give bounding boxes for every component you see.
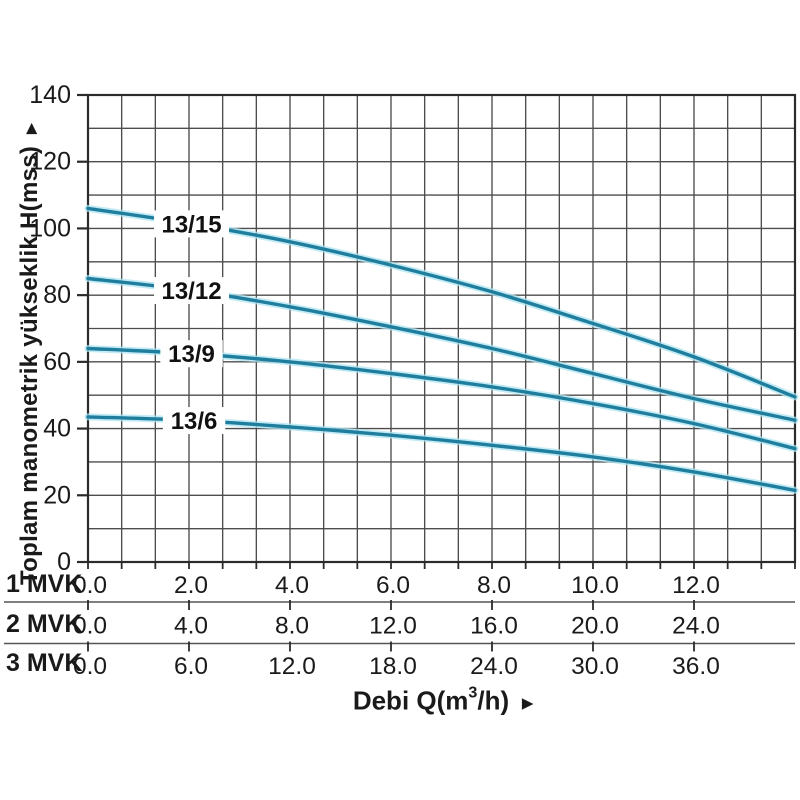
x-tick-label: 24.0 xyxy=(672,613,720,640)
x-tick-label: 20.0 xyxy=(571,613,619,640)
curve-label-box-13-15 xyxy=(154,210,230,238)
x-axis-title-post: /h) xyxy=(477,685,510,716)
x-tick-label: 6.0 xyxy=(376,572,410,599)
x-tick-label: 10.0 xyxy=(571,572,619,599)
y-axis-title: Toplam manometrik yükseklik H(mss) ► xyxy=(16,119,44,585)
curve-label-13-9: 13/9 xyxy=(168,341,215,368)
x-tick-label: 12.0 xyxy=(672,572,720,599)
axis-arrow-icon: ► xyxy=(20,118,41,138)
x-tick-label: 4.0 xyxy=(174,613,208,640)
x-tick-label: 12.0 xyxy=(268,653,316,680)
y-tick-label: 140 xyxy=(29,81,71,109)
x-tick-label: 8.0 xyxy=(275,613,309,640)
x-tick-label: 12.0 xyxy=(369,613,417,640)
x-axis-title-sup: 3 xyxy=(468,683,478,702)
curve-label-box-13-12 xyxy=(154,277,230,305)
curve-label-box-13-9 xyxy=(160,340,223,368)
x-tick-label: 16.0 xyxy=(470,613,518,640)
curve-label-13-6: 13/6 xyxy=(171,408,218,435)
x-tick-label: 0.0 xyxy=(73,613,107,640)
x-scale-label-2mvk: 2 MVK xyxy=(6,610,83,638)
y-tick-label: 80 xyxy=(43,281,71,309)
x-tick-label: 18.0 xyxy=(369,653,417,680)
x-tick-label: 8.0 xyxy=(477,572,511,599)
y-tick-label: 100 xyxy=(29,214,71,242)
x-tick-label: 24.0 xyxy=(470,653,518,680)
x-tick-label: 30.0 xyxy=(571,653,619,680)
y-tick-label: 20 xyxy=(43,481,71,509)
x-tick-label: 36.0 xyxy=(672,653,720,680)
y-tick-label: 60 xyxy=(43,348,71,376)
x-tick-label: 6.0 xyxy=(174,653,208,680)
x-scale-label-3mvk: 3 MVK xyxy=(6,649,83,677)
plot-border xyxy=(86,93,797,564)
x-axis-title-pre: Debi Q(m xyxy=(352,685,469,716)
x-tick-label: 2.0 xyxy=(174,572,208,599)
curve-label-13-12: 13/12 xyxy=(161,278,221,305)
x-tick-label: 0.0 xyxy=(73,653,107,680)
x-scale-label-1mvk: 1 MVK xyxy=(6,570,83,598)
curve-label-13-15: 13/15 xyxy=(161,211,221,238)
y-tick-label: 120 xyxy=(29,148,71,176)
y-tick-label: 40 xyxy=(43,415,71,443)
x-tick-label: 4.0 xyxy=(275,572,309,599)
y-axis-title-text: Toplam manometrik yükseklik H(mss) xyxy=(16,145,43,586)
x-axis-title: Debi Q(m3/h) ► xyxy=(352,683,538,717)
y-tick-label: 0 xyxy=(57,548,71,576)
curve-label-box-13-6 xyxy=(162,407,226,435)
x-tick-label: 0.0 xyxy=(73,572,107,599)
axis-arrow-icon: ► xyxy=(518,693,538,715)
